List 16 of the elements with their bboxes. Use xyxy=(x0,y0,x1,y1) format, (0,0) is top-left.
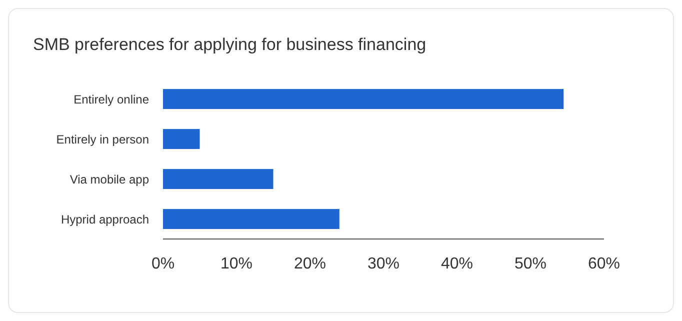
bar xyxy=(163,209,340,229)
y-tick-label: Entirely in person xyxy=(56,132,149,146)
x-tick-label: 60% xyxy=(588,255,620,272)
y-tick-label: Entirely online xyxy=(74,92,150,106)
x-tick-label: 50% xyxy=(514,255,547,272)
bar xyxy=(163,89,564,109)
chart-title: SMB preferences for applying for business financing xyxy=(33,35,426,55)
x-tick-label: 20% xyxy=(294,255,326,272)
bar xyxy=(163,169,274,189)
y-tick-label: Via mobile app xyxy=(70,172,150,186)
y-tick-label: Hyprid approach xyxy=(60,212,149,226)
x-tick-label: 10% xyxy=(220,255,253,272)
x-tick-label: 30% xyxy=(367,255,400,272)
x-tick-label: 40% xyxy=(440,255,474,272)
x-tick-label: 0% xyxy=(151,255,175,272)
bar xyxy=(163,129,200,149)
